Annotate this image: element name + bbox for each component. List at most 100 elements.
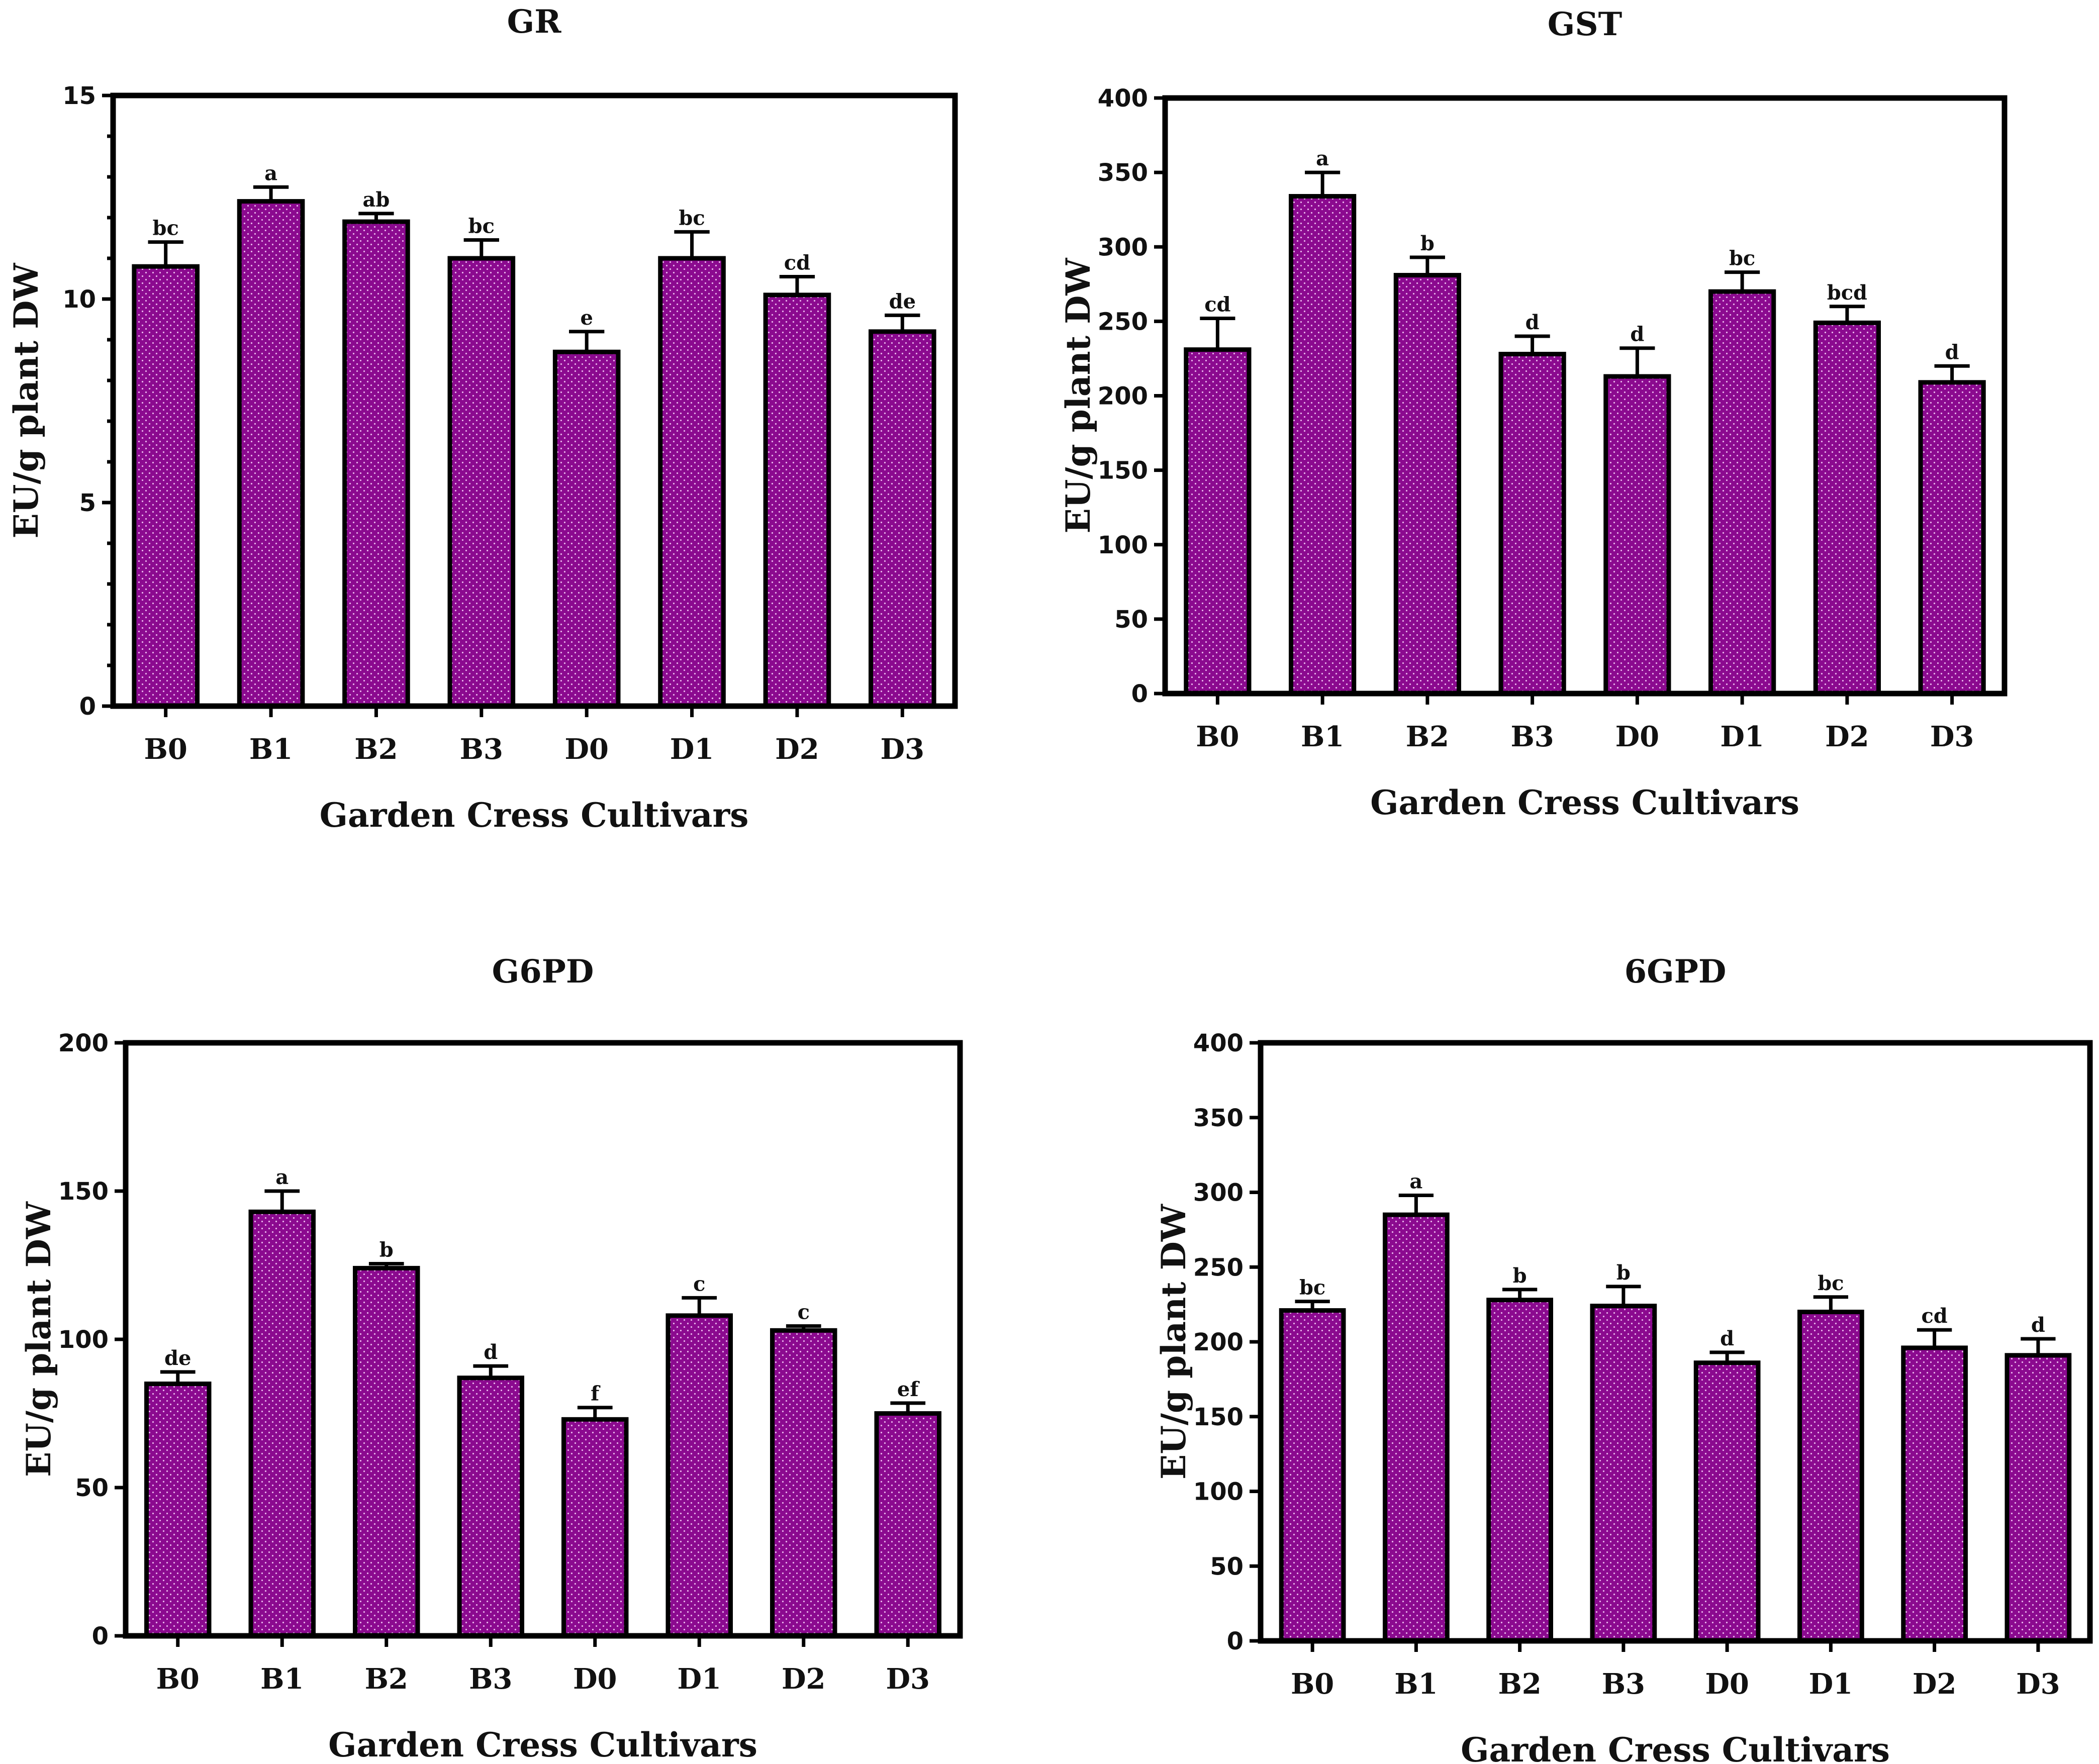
- sig-letter-gst-d3: d: [1945, 340, 1959, 364]
- y-tick-label-gst-350: 350: [1098, 159, 1148, 187]
- bar-gr-d0: [552, 349, 621, 709]
- x-tick-label-gst-d3: D3: [1930, 720, 1974, 753]
- sig-letter-gst-d2: bcd: [1827, 281, 1867, 305]
- sig-letter-g6pd-b0: de: [164, 1346, 191, 1370]
- x-tick-label-6gpd-d3: D3: [2016, 1668, 2060, 1701]
- x-axis-label-gst: Garden Cress Cultivars: [1370, 783, 1799, 822]
- x-tick-label-g6pd-b3: B3: [469, 1662, 512, 1696]
- sig-letter-g6pd-b3: d: [484, 1340, 498, 1364]
- bar-6gpd-b0: [1279, 1308, 1346, 1643]
- bar-g6pd-d2: [770, 1328, 837, 1638]
- y-tick-label-gr-10: 10: [62, 285, 96, 314]
- x-tick-label-g6pd-b1: B1: [260, 1662, 304, 1696]
- x-tick-label-6gpd-d2: D2: [1913, 1668, 1957, 1701]
- error-bar-gr-b3: [463, 238, 499, 258]
- error-bar-gst-d1: [1725, 270, 1760, 292]
- error-bar-g6pd-d1: [682, 1296, 717, 1316]
- bar-6gpd-d3: [2005, 1353, 2072, 1643]
- sig-letter-gr-d2: cd: [784, 251, 810, 274]
- sig-letter-gr-d0: e: [580, 306, 593, 330]
- y-tick-label-g6pd-0: 0: [92, 1622, 109, 1650]
- sig-letter-g6pd-d1: c: [693, 1272, 705, 1296]
- error-bar-g6pd-d2: [786, 1324, 821, 1331]
- x-tick-label-gst-b3: B3: [1510, 720, 1554, 753]
- sig-letter-g6pd-d2: c: [798, 1300, 810, 1324]
- sig-letter-g6pd-b1: a: [275, 1165, 289, 1189]
- y-axis-label-gst: EU/g plant DW: [1059, 258, 1098, 534]
- x-tick-label-gst-d1: D1: [1720, 720, 1764, 753]
- y-tick-label-gst-300: 300: [1098, 233, 1148, 261]
- x-tick-label-g6pd-d1: D1: [677, 1662, 721, 1696]
- bar-gr-b0: [132, 264, 200, 709]
- y-tick-label-g6pd-50: 50: [75, 1474, 109, 1502]
- x-tick-label-6gpd-b3: B3: [1602, 1668, 1645, 1701]
- error-bar-6gpd-d0: [1709, 1350, 1745, 1363]
- error-bar-gst-b2: [1409, 255, 1445, 275]
- y-tick-label-6gpd-350: 350: [1193, 1104, 1244, 1132]
- y-tick-label-gst-100: 100: [1098, 531, 1148, 559]
- error-bar-gr-d2: [779, 274, 815, 295]
- y-axis-label-g6pd: EU/g plant DW: [19, 1201, 58, 1477]
- bar-6gpd-b1: [1383, 1212, 1450, 1643]
- x-tick-label-gst-d2: D2: [1825, 720, 1869, 753]
- error-bar-gr-b2: [358, 212, 394, 222]
- error-bar-6gpd-d2: [1917, 1328, 1952, 1348]
- plot-frame-g6pd: [123, 1040, 963, 1639]
- error-bar-6gpd-b0: [1295, 1300, 1330, 1311]
- x-tick-label-gr-b3: B3: [460, 733, 503, 766]
- x-tick-label-6gpd-b0: B0: [1291, 1668, 1334, 1701]
- error-bar-gr-d1: [674, 230, 710, 258]
- bar-6gpd-d0: [1693, 1360, 1761, 1643]
- chart-title-6gpd: 6GPD: [1625, 953, 1727, 991]
- x-tick-label-gr-b2: B2: [354, 733, 398, 766]
- x-tick-label-gr-d3: D3: [881, 733, 925, 766]
- x-axis-label-gr: Garden Cress Cultivars: [320, 796, 749, 835]
- error-bar-gst-d0: [1619, 346, 1655, 376]
- sig-letter-gr-b0: bc: [153, 217, 179, 240]
- error-bar-gr-d3: [885, 313, 920, 332]
- bar-gst-b2: [1393, 273, 1461, 696]
- error-bar-6gpd-d1: [1813, 1295, 1849, 1312]
- bar-g6pd-b3: [457, 1376, 524, 1638]
- bar-gr-d3: [869, 329, 936, 709]
- error-bar-gst-b3: [1514, 334, 1550, 354]
- x-tick-label-6gpd-b1: B1: [1394, 1668, 1438, 1701]
- error-bar-g6pd-d3: [890, 1401, 926, 1414]
- y-tick-label-6gpd-0: 0: [1227, 1627, 1244, 1655]
- y-tick-label-6gpd-400: 400: [1193, 1029, 1244, 1057]
- bar-6gpd-b3: [1590, 1304, 1657, 1643]
- bar-g6pd-b2: [353, 1265, 420, 1638]
- sig-letter-6gpd-b2: b: [1513, 1264, 1527, 1288]
- error-bar-gr-d0: [569, 330, 605, 352]
- x-tick-label-g6pd-d3: D3: [886, 1662, 930, 1696]
- y-axis-label-6gpd: EU/g plant DW: [1154, 1204, 1193, 1480]
- y-tick-label-gr-15: 15: [62, 82, 96, 110]
- sig-letter-6gpd-b0: bc: [1299, 1276, 1325, 1300]
- y-tick-label-gst-250: 250: [1098, 308, 1148, 336]
- y-tick-label-g6pd-150: 150: [58, 1178, 109, 1206]
- bar-gst-d0: [1603, 374, 1671, 696]
- error-bar-gst-d3: [1934, 364, 1970, 382]
- sig-letter-gst-b1: a: [1316, 147, 1329, 170]
- y-tick-label-gr-5: 5: [79, 489, 96, 517]
- sig-letter-gr-b3: bc: [468, 215, 495, 238]
- bar-g6pd-b1: [248, 1209, 316, 1638]
- x-axis-label-6gpd: Garden Cress Cultivars: [1461, 1730, 1890, 1764]
- bar-g6pd-d1: [665, 1313, 733, 1638]
- chart-title-gr: GR: [507, 3, 562, 41]
- x-tick-label-gst-d0: D0: [1615, 720, 1660, 753]
- sig-letter-6gpd-b3: b: [1616, 1261, 1631, 1285]
- sig-letter-6gpd-d2: cd: [1921, 1304, 1947, 1328]
- bar-6gpd-d2: [1901, 1345, 1968, 1643]
- sig-letter-gr-d3: de: [889, 289, 916, 313]
- y-tick-label-g6pd-200: 200: [58, 1029, 109, 1057]
- error-bar-gst-d2: [1829, 305, 1865, 323]
- y-tick-label-gr-0: 0: [79, 693, 96, 721]
- y-tick-label-gst-200: 200: [1098, 382, 1148, 411]
- y-tick-label-gst-400: 400: [1098, 84, 1148, 113]
- bar-gst-b1: [1289, 194, 1357, 696]
- sig-letter-gst-b2: b: [1420, 232, 1435, 255]
- error-bar-g6pd-d0: [577, 1406, 613, 1420]
- error-bar-gst-b0: [1200, 316, 1235, 350]
- bar-gr-d2: [763, 292, 831, 709]
